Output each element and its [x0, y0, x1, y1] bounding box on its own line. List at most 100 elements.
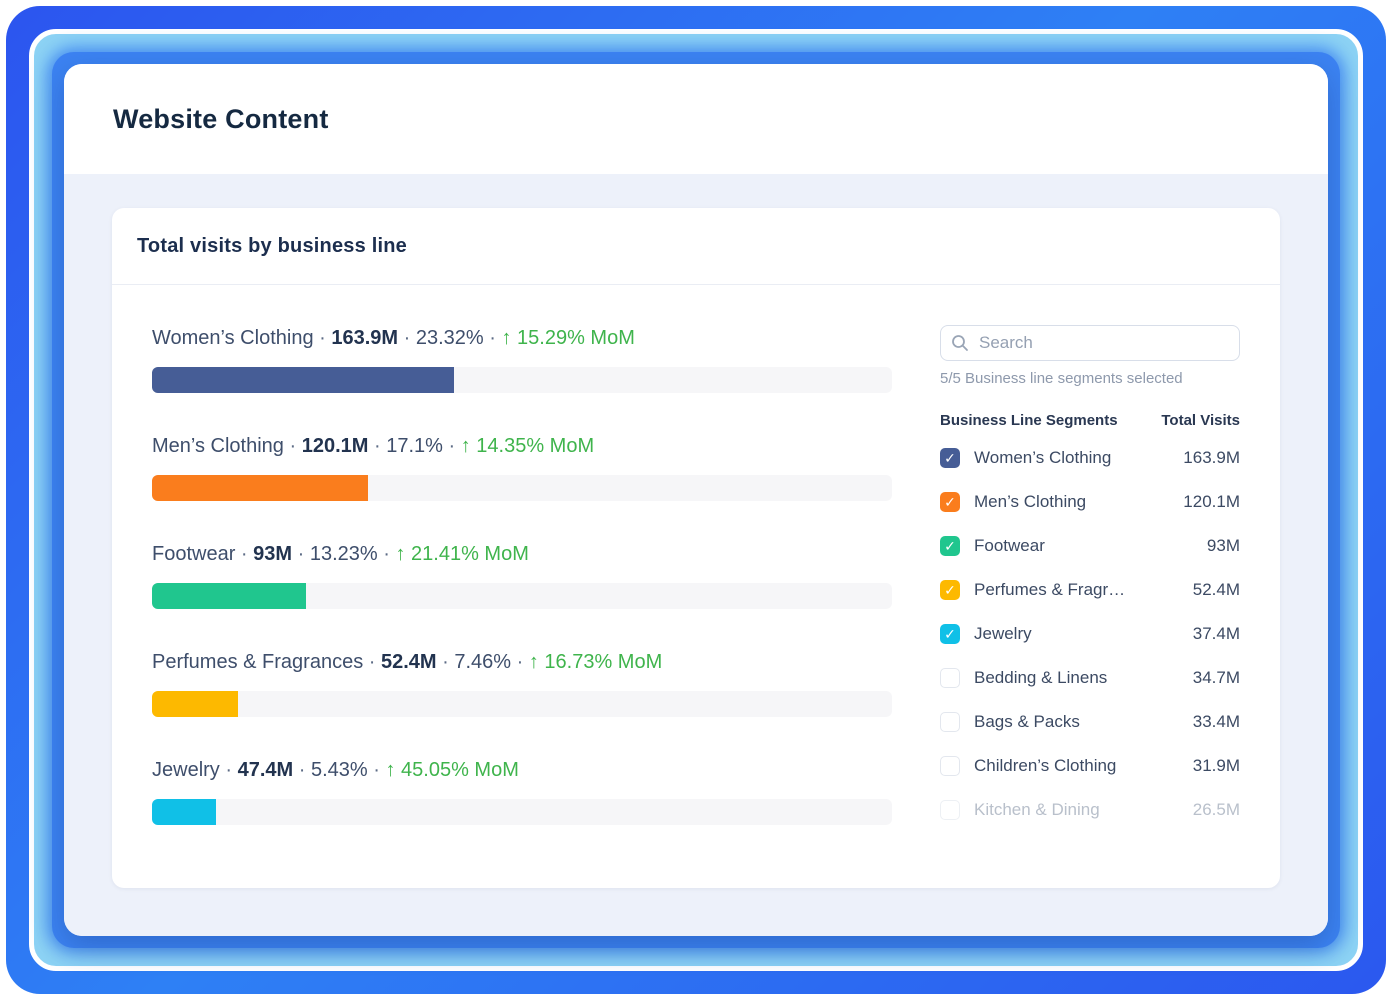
- app-window: Website Content Total visits by business…: [64, 64, 1328, 936]
- segment-visits: 37.4M: [1192, 624, 1240, 643]
- selection-count-note: 5/5 Business line segments selected: [940, 370, 1183, 387]
- bar-fill: [152, 799, 216, 825]
- visits-value: 120.1M: [301, 435, 369, 457]
- mom-change-text: 14.35% MoM: [476, 435, 595, 457]
- panel-header: Total visits by business line: [112, 208, 1280, 285]
- segment-label: Footwear: [974, 536, 1045, 555]
- mom-change-text: 16.73% MoM: [544, 651, 663, 673]
- page-title: Website Content: [113, 103, 329, 134]
- dot-separator: ·: [398, 327, 416, 349]
- visits-column-header: Total Visits: [1161, 412, 1240, 429]
- share-percent: 23.32%: [415, 327, 484, 349]
- dot-separator: ·: [483, 327, 502, 349]
- search-input[interactable]: [979, 333, 1229, 353]
- bar-track: [152, 799, 892, 825]
- dot-separator: ·: [442, 435, 461, 457]
- up-arrow-icon: ↑: [395, 543, 406, 565]
- bar-row: Men’s Clothing · 120.1M · 17.1% · ↑ 14.3…: [152, 433, 892, 501]
- bar-label: Women’s Clothing · 163.9M · 23.32% · ↑ 1…: [152, 325, 892, 351]
- category-label: Women’s Clothing: [152, 327, 314, 349]
- bar-track: [152, 583, 892, 609]
- bar-track: [152, 691, 892, 717]
- total-visits-panel: Total visits by business line Women’s Cl…: [112, 208, 1280, 888]
- segment-row[interactable]: Kitchen & Dining 26.5M: [940, 788, 1240, 832]
- category-label: Men’s Clothing: [152, 435, 284, 457]
- segment-label: Bedding & Linens: [974, 668, 1108, 687]
- visits-value: 163.9M: [331, 327, 399, 349]
- search-icon: [952, 335, 968, 351]
- segment-label: Perfumes & Fragr…: [974, 580, 1126, 599]
- window-body: Total visits by business line Women’s Cl…: [64, 174, 1328, 936]
- search-box[interactable]: [940, 325, 1240, 361]
- dot-separator: ·: [368, 435, 387, 457]
- bar-fill: [152, 475, 369, 501]
- dot-separator: ·: [292, 543, 310, 565]
- segment-checkbox[interactable]: ✓: [940, 536, 960, 556]
- segment-checkbox[interactable]: [940, 756, 960, 776]
- mom-change: ↑ 21.41% MoM: [395, 543, 528, 565]
- bar-fill: [152, 691, 238, 717]
- segment-checkbox[interactable]: ✓: [940, 448, 960, 468]
- segment-row[interactable]: ✓ Women’s Clothing 163.9M: [940, 436, 1240, 480]
- up-arrow-icon: ↑: [528, 651, 539, 673]
- bar-track: [152, 367, 892, 393]
- category-label: Perfumes & Fragrances: [152, 651, 364, 673]
- segments-table-header: Business Line Segments Total Visits: [940, 412, 1240, 429]
- segment-row[interactable]: Bags & Packs 33.4M: [940, 700, 1240, 744]
- segment-label: Children’s Clothing: [974, 756, 1117, 775]
- segment-visits: 93M: [1206, 536, 1240, 555]
- segments-column-header: Business Line Segments: [940, 412, 1118, 429]
- segment-row[interactable]: ✓ Jewelry 37.4M: [940, 612, 1240, 656]
- segment-visits: 31.9M: [1192, 756, 1240, 775]
- bar-label: Footwear · 93M · 13.23% · ↑ 21.41% MoM: [152, 541, 892, 567]
- visits-value: 93M: [253, 543, 293, 565]
- bar-fill: [152, 583, 306, 609]
- mom-change: ↑ 45.05% MoM: [385, 759, 518, 781]
- dot-separator: ·: [219, 759, 238, 781]
- visits-value: 47.4M: [237, 759, 294, 781]
- segments-list: ✓ Women’s Clothing 163.9M ✓ Men’s Clothi…: [940, 436, 1240, 832]
- dot-separator: ·: [377, 543, 396, 565]
- segment-row[interactable]: Bedding & Linens 34.7M: [940, 656, 1240, 700]
- panel-title: Total visits by business line: [137, 234, 407, 257]
- segment-row[interactable]: ✓ Footwear 93M: [940, 524, 1240, 568]
- segment-row[interactable]: Children’s Clothing 31.9M: [940, 744, 1240, 788]
- segment-visits: 26.5M: [1192, 800, 1240, 819]
- segment-label: Bags & Packs: [974, 712, 1080, 731]
- bar-label: Jewelry · 47.4M · 5.43% · ↑ 45.05% MoM: [152, 757, 892, 783]
- dot-separator: ·: [283, 435, 302, 457]
- window-header: Website Content: [64, 64, 1328, 174]
- segment-row[interactable]: ✓ Men’s Clothing 120.1M: [940, 480, 1240, 524]
- segment-checkbox[interactable]: [940, 800, 960, 820]
- segment-checkbox[interactable]: ✓: [940, 492, 960, 512]
- segment-row[interactable]: ✓ Perfumes & Fragr… 52.4M: [940, 568, 1240, 612]
- segment-visits: 34.7M: [1192, 668, 1240, 687]
- dot-separator: ·: [235, 543, 254, 565]
- segment-label: Kitchen & Dining: [974, 800, 1100, 819]
- checkmark-icon: ✓: [944, 538, 956, 554]
- segment-visits: 163.9M: [1183, 448, 1240, 467]
- bar-fill: [152, 367, 454, 393]
- dot-separator: ·: [511, 651, 529, 673]
- mom-change-text: 45.05% MoM: [401, 759, 519, 781]
- share-percent: 17.1%: [386, 435, 443, 457]
- dot-separator: ·: [363, 651, 381, 673]
- up-arrow-icon: ↑: [501, 327, 512, 349]
- checkmark-icon: ✓: [944, 626, 956, 642]
- segment-checkbox[interactable]: ✓: [940, 580, 960, 600]
- segment-label: Women’s Clothing: [974, 448, 1112, 467]
- dot-separator: ·: [293, 759, 311, 781]
- bar-label: Perfumes & Fragrances · 52.4M · 7.46% · …: [152, 649, 892, 675]
- category-label: Footwear: [152, 543, 236, 565]
- segment-checkbox[interactable]: ✓: [940, 624, 960, 644]
- mom-change: ↑ 14.35% MoM: [461, 435, 594, 457]
- dot-separator: ·: [367, 759, 386, 781]
- category-label: Jewelry: [152, 759, 220, 781]
- segment-checkbox[interactable]: [940, 668, 960, 688]
- up-arrow-icon: ↑: [460, 435, 471, 457]
- segment-checkbox[interactable]: [940, 712, 960, 732]
- checkmark-icon: ✓: [944, 582, 956, 598]
- bar-track: [152, 475, 892, 501]
- checkmark-icon: ✓: [944, 494, 956, 510]
- visits-value: 52.4M: [380, 651, 437, 673]
